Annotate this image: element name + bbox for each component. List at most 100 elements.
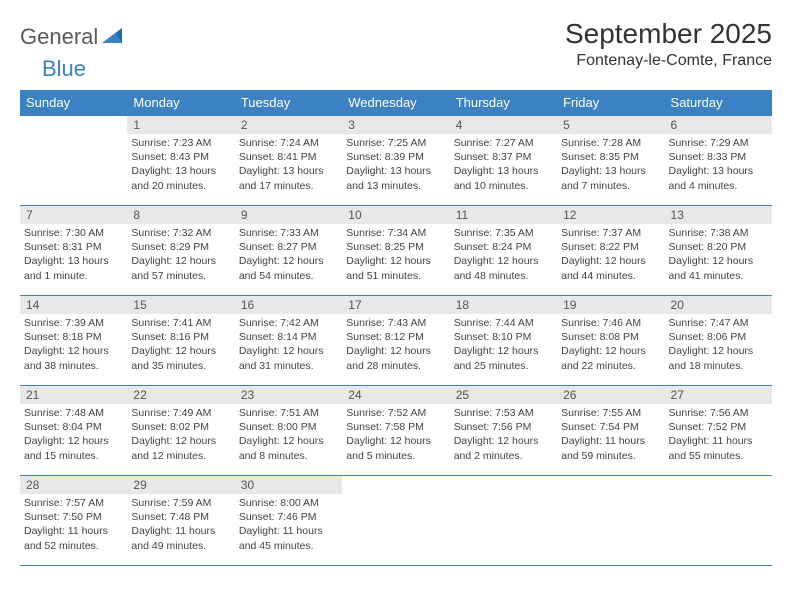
day-info: Sunrise: 7:38 AMSunset: 8:20 PMDaylight:… (665, 224, 772, 287)
day-number: 9 (235, 206, 342, 224)
weekday-header: Tuesday (235, 90, 342, 116)
day-info: Sunrise: 7:39 AMSunset: 8:18 PMDaylight:… (20, 314, 127, 377)
day-number: 20 (665, 296, 772, 314)
calendar-day-cell: .. (450, 476, 557, 566)
day-info: Sunrise: 7:42 AMSunset: 8:14 PMDaylight:… (235, 314, 342, 377)
day-number: 30 (235, 476, 342, 494)
day-info: Sunrise: 7:30 AMSunset: 8:31 PMDaylight:… (20, 224, 127, 287)
day-info: Sunrise: 7:33 AMSunset: 8:27 PMDaylight:… (235, 224, 342, 287)
calendar-day-cell: 9Sunrise: 7:33 AMSunset: 8:27 PMDaylight… (235, 206, 342, 296)
calendar-header-row: SundayMondayTuesdayWednesdayThursdayFrid… (20, 90, 772, 116)
day-info: Sunrise: 7:41 AMSunset: 8:16 PMDaylight:… (127, 314, 234, 377)
calendar-day-cell: 19Sunrise: 7:46 AMSunset: 8:08 PMDayligh… (557, 296, 664, 386)
day-number: 16 (235, 296, 342, 314)
calendar-day-cell: 27Sunrise: 7:56 AMSunset: 7:52 PMDayligh… (665, 386, 772, 476)
day-number: 27 (665, 386, 772, 404)
calendar-day-cell: 28Sunrise: 7:57 AMSunset: 7:50 PMDayligh… (20, 476, 127, 566)
calendar-day-cell: 4Sunrise: 7:27 AMSunset: 8:37 PMDaylight… (450, 116, 557, 206)
calendar-day-cell: 23Sunrise: 7:51 AMSunset: 8:00 PMDayligh… (235, 386, 342, 476)
day-info: Sunrise: 7:47 AMSunset: 8:06 PMDaylight:… (665, 314, 772, 377)
day-info: Sunrise: 7:29 AMSunset: 8:33 PMDaylight:… (665, 134, 772, 197)
day-info: Sunrise: 7:37 AMSunset: 8:22 PMDaylight:… (557, 224, 664, 287)
calendar-week-row: 7Sunrise: 7:30 AMSunset: 8:31 PMDaylight… (20, 206, 772, 296)
day-number: 23 (235, 386, 342, 404)
day-number: 1 (127, 116, 234, 134)
calendar-week-row: ..1Sunrise: 7:23 AMSunset: 8:43 PMDaylig… (20, 116, 772, 206)
day-info: Sunrise: 7:44 AMSunset: 8:10 PMDaylight:… (450, 314, 557, 377)
calendar-day-cell: 20Sunrise: 7:47 AMSunset: 8:06 PMDayligh… (665, 296, 772, 386)
calendar-day-cell: 14Sunrise: 7:39 AMSunset: 8:18 PMDayligh… (20, 296, 127, 386)
calendar-day-cell: 10Sunrise: 7:34 AMSunset: 8:25 PMDayligh… (342, 206, 449, 296)
day-number: 3 (342, 116, 449, 134)
day-info: Sunrise: 7:48 AMSunset: 8:04 PMDaylight:… (20, 404, 127, 467)
day-number: 8 (127, 206, 234, 224)
day-number: 5 (557, 116, 664, 134)
weekday-header: Thursday (450, 90, 557, 116)
calendar-day-cell: 29Sunrise: 7:59 AMSunset: 7:48 PMDayligh… (127, 476, 234, 566)
day-number: 29 (127, 476, 234, 494)
weekday-header: Monday (127, 90, 234, 116)
calendar-day-cell: .. (342, 476, 449, 566)
calendar-week-row: 14Sunrise: 7:39 AMSunset: 8:18 PMDayligh… (20, 296, 772, 386)
day-info: Sunrise: 7:52 AMSunset: 7:58 PMDaylight:… (342, 404, 449, 467)
day-number: 26 (557, 386, 664, 404)
day-info: Sunrise: 7:34 AMSunset: 8:25 PMDaylight:… (342, 224, 449, 287)
day-info: Sunrise: 8:00 AMSunset: 7:46 PMDaylight:… (235, 494, 342, 557)
logo-text-general: General (20, 24, 98, 50)
day-info: Sunrise: 7:25 AMSunset: 8:39 PMDaylight:… (342, 134, 449, 197)
calendar-day-cell: 8Sunrise: 7:32 AMSunset: 8:29 PMDaylight… (127, 206, 234, 296)
day-number: 7 (20, 206, 127, 224)
day-number: 28 (20, 476, 127, 494)
day-number: 2 (235, 116, 342, 134)
day-number: 15 (127, 296, 234, 314)
calendar-day-cell: 5Sunrise: 7:28 AMSunset: 8:35 PMDaylight… (557, 116, 664, 206)
day-info: Sunrise: 7:56 AMSunset: 7:52 PMDaylight:… (665, 404, 772, 467)
day-info: Sunrise: 7:23 AMSunset: 8:43 PMDaylight:… (127, 134, 234, 197)
calendar-day-cell: 25Sunrise: 7:53 AMSunset: 7:56 PMDayligh… (450, 386, 557, 476)
calendar-day-cell: 11Sunrise: 7:35 AMSunset: 8:24 PMDayligh… (450, 206, 557, 296)
day-info: Sunrise: 7:55 AMSunset: 7:54 PMDaylight:… (557, 404, 664, 467)
day-number: 10 (342, 206, 449, 224)
day-info: Sunrise: 7:53 AMSunset: 7:56 PMDaylight:… (450, 404, 557, 467)
calendar-day-cell: 16Sunrise: 7:42 AMSunset: 8:14 PMDayligh… (235, 296, 342, 386)
weekday-header: Wednesday (342, 90, 449, 116)
calendar-day-cell: .. (20, 116, 127, 206)
calendar-day-cell: 26Sunrise: 7:55 AMSunset: 7:54 PMDayligh… (557, 386, 664, 476)
day-info: Sunrise: 7:46 AMSunset: 8:08 PMDaylight:… (557, 314, 664, 377)
day-number: 18 (450, 296, 557, 314)
day-number: 22 (127, 386, 234, 404)
day-info: Sunrise: 7:24 AMSunset: 8:41 PMDaylight:… (235, 134, 342, 197)
day-number: 14 (20, 296, 127, 314)
weekday-header: Sunday (20, 90, 127, 116)
month-title: September 2025 (565, 18, 772, 50)
calendar-day-cell: 30Sunrise: 8:00 AMSunset: 7:46 PMDayligh… (235, 476, 342, 566)
logo-triangle-icon (102, 26, 124, 49)
calendar-table: SundayMondayTuesdayWednesdayThursdayFrid… (20, 90, 772, 566)
calendar-day-cell: 15Sunrise: 7:41 AMSunset: 8:16 PMDayligh… (127, 296, 234, 386)
day-number: 19 (557, 296, 664, 314)
day-info: Sunrise: 7:35 AMSunset: 8:24 PMDaylight:… (450, 224, 557, 287)
day-info: Sunrise: 7:27 AMSunset: 8:37 PMDaylight:… (450, 134, 557, 197)
calendar-day-cell: 12Sunrise: 7:37 AMSunset: 8:22 PMDayligh… (557, 206, 664, 296)
calendar-day-cell: 24Sunrise: 7:52 AMSunset: 7:58 PMDayligh… (342, 386, 449, 476)
calendar-day-cell: 7Sunrise: 7:30 AMSunset: 8:31 PMDaylight… (20, 206, 127, 296)
calendar-body: ..1Sunrise: 7:23 AMSunset: 8:43 PMDaylig… (20, 116, 772, 566)
day-info: Sunrise: 7:59 AMSunset: 7:48 PMDaylight:… (127, 494, 234, 557)
day-info: Sunrise: 7:49 AMSunset: 8:02 PMDaylight:… (127, 404, 234, 467)
calendar-day-cell: .. (665, 476, 772, 566)
calendar-day-cell: 1Sunrise: 7:23 AMSunset: 8:43 PMDaylight… (127, 116, 234, 206)
calendar-day-cell: 6Sunrise: 7:29 AMSunset: 8:33 PMDaylight… (665, 116, 772, 206)
calendar-day-cell: 2Sunrise: 7:24 AMSunset: 8:41 PMDaylight… (235, 116, 342, 206)
calendar-week-row: 21Sunrise: 7:48 AMSunset: 8:04 PMDayligh… (20, 386, 772, 476)
day-number: 24 (342, 386, 449, 404)
logo-text-blue: Blue (42, 56, 86, 81)
day-number: 25 (450, 386, 557, 404)
day-number: 12 (557, 206, 664, 224)
day-number: 17 (342, 296, 449, 314)
day-info: Sunrise: 7:43 AMSunset: 8:12 PMDaylight:… (342, 314, 449, 377)
calendar-week-row: 28Sunrise: 7:57 AMSunset: 7:50 PMDayligh… (20, 476, 772, 566)
calendar-day-cell: 13Sunrise: 7:38 AMSunset: 8:20 PMDayligh… (665, 206, 772, 296)
calendar-day-cell: 3Sunrise: 7:25 AMSunset: 8:39 PMDaylight… (342, 116, 449, 206)
day-number: 11 (450, 206, 557, 224)
calendar-day-cell: .. (557, 476, 664, 566)
